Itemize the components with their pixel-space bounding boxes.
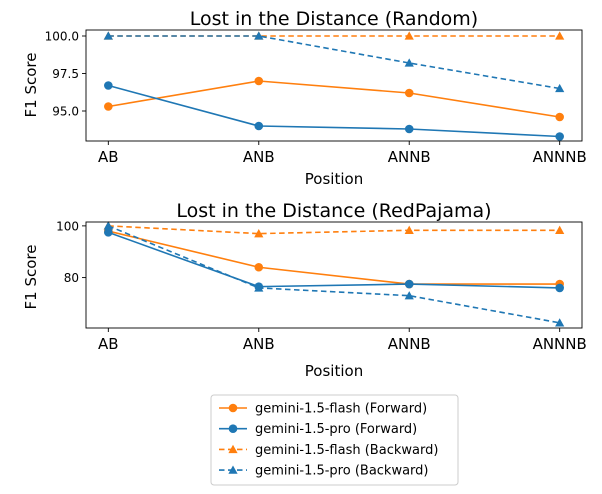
legend-label: gemini-1.5-pro (Backward): [255, 464, 429, 479]
data-point: [254, 229, 264, 238]
data-point: [254, 262, 264, 272]
data-point: [404, 31, 414, 40]
series-line: [108, 225, 560, 324]
series-line: [108, 231, 560, 289]
data-point: [404, 124, 414, 134]
series-redpajama-1: [104, 228, 564, 293]
y-tick-label: 97.5: [52, 67, 79, 81]
data-point: [555, 83, 565, 93]
x-tick-label: ANNNB: [533, 335, 587, 353]
x-tick-label: ANNNB: [533, 148, 587, 166]
chart-random: Lost in the Distance (Random) 95.0 97.5 10…: [22, 8, 587, 188]
legend-entry: gemini-1.5-flash (Forward): [219, 402, 427, 417]
axes-frame: [85, 29, 583, 142]
legend-entry: gemini-1.5-pro (Backward): [219, 464, 429, 479]
x-tick-label: ANNB: [388, 148, 431, 166]
legend-marker: [228, 424, 238, 434]
data-point: [103, 221, 113, 230]
series-random-1: [104, 81, 564, 141]
data-point: [555, 112, 564, 122]
data-point: [404, 88, 414, 98]
series-line: [108, 230, 560, 285]
y-tick-label: 100.0: [45, 30, 79, 44]
plot-area-random: 95.0 97.5 100.0 AB ANB ANNB ANNNB: [45, 30, 587, 167]
data-point: [404, 225, 414, 234]
series-line: [108, 80, 560, 118]
y-axis-label-random: F1 Score: [22, 53, 40, 118]
legend-label: gemini-1.5-flash (Forward): [255, 402, 427, 417]
data-point: [104, 228, 113, 237]
data-point: [254, 121, 264, 131]
series-line: [108, 84, 560, 138]
y-axis-label-redpajama: F1 Score: [22, 245, 40, 310]
data-point: [404, 58, 414, 67]
x-axis-label-redpajama: Position: [305, 362, 363, 380]
axes-frame: [85, 221, 583, 329]
data-point: [555, 132, 564, 141]
x-tick-label: AB: [98, 148, 119, 166]
series-random-0: [104, 76, 564, 122]
x-axis-label-random: Position: [305, 170, 363, 188]
x-tick-label: ANNB: [388, 335, 431, 353]
data-point: [555, 283, 564, 293]
data-point: [555, 318, 565, 327]
legend-label: gemini-1.5-flash (Backward): [255, 443, 438, 458]
series-redpajama-2: [103, 221, 565, 238]
chart-title-redpajama: Lost in the Distance (RedPajama): [176, 200, 491, 222]
legend: gemini-1.5-flash (Forward) gemini-1.5-pro…: [210, 394, 459, 486]
data-point: [254, 76, 264, 86]
y-tick-label: 80: [64, 271, 79, 285]
chart-redpajama: Lost in the Distance (RedPajama) 80 100 AB…: [22, 200, 587, 380]
y-tick-label: 95.0: [52, 105, 79, 119]
legend-entry: gemini-1.5-flash (Backward): [219, 443, 438, 458]
data-point: [404, 291, 414, 300]
series-line: [108, 225, 560, 235]
data-point: [254, 31, 264, 40]
series-redpajama-3: [103, 221, 565, 327]
data-point: [555, 225, 565, 234]
data-point: [104, 81, 113, 90]
x-tick-label: AB: [98, 335, 119, 353]
series-random-3: [103, 31, 565, 93]
plot-area-redpajama: 80 100 AB ANB ANNB ANNNB: [56, 219, 587, 353]
x-tick-label: ANB: [243, 335, 275, 353]
series-line: [108, 35, 560, 90]
legend-box: [210, 394, 459, 486]
legend-entry: gemini-1.5-pro (Forward): [219, 422, 417, 437]
data-point: [404, 279, 414, 289]
legend-label: gemini-1.5-pro (Forward): [255, 422, 417, 437]
legend-marker: [228, 403, 238, 413]
data-point: [103, 31, 113, 40]
chart-title-random: Lost in the Distance (Random): [190, 8, 478, 30]
data-point: [555, 31, 565, 40]
data-point: [104, 102, 113, 111]
series-redpajama-0: [104, 226, 564, 289]
x-tick-label: ANB: [243, 148, 275, 166]
legend-marker: [228, 465, 238, 474]
legend-marker: [228, 444, 238, 454]
data-point: [254, 283, 264, 292]
y-tick-label: 100: [56, 219, 79, 233]
